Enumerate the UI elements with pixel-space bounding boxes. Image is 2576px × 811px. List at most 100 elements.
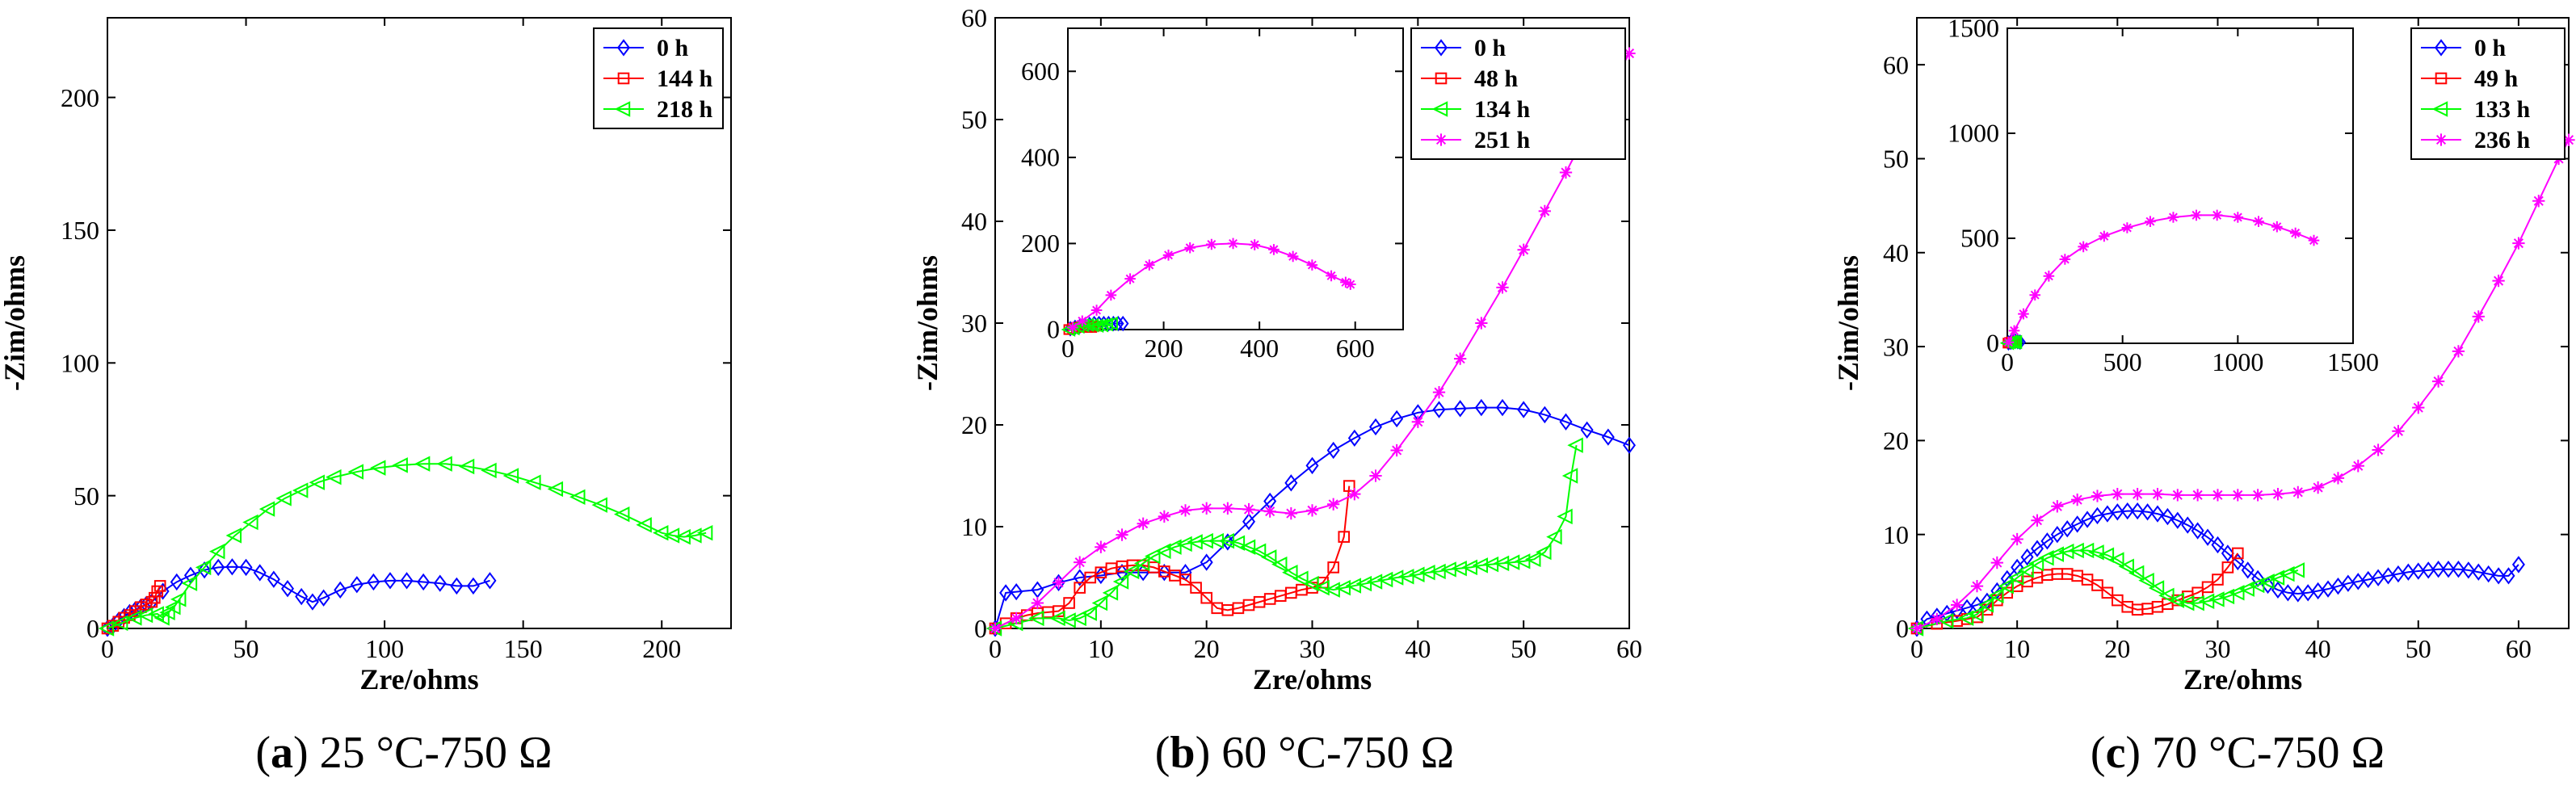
panel-b-data-point: [1338, 531, 1351, 543]
panel-a-data-point: [242, 514, 258, 531]
panel-b-data-point: [1200, 502, 1213, 515]
panel-a-data-point: [212, 558, 225, 577]
panel-c-inset-axes: 0 500 1000 1500 0 500 1000 1500: [1948, 14, 2379, 377]
panel-a-data-point: [195, 559, 212, 576]
panel-b-data-point: [1155, 543, 1171, 559]
panel-a-xtick-label: 50: [233, 634, 259, 663]
panel-c-inset-data-point: [2121, 222, 2133, 233]
panel-b-data-point: [1158, 510, 1170, 523]
panel-b-data-point: [1010, 611, 1023, 625]
panel-c-data-point: [2100, 505, 2114, 523]
panel-b-data-point: [1116, 564, 1128, 582]
panel-b-data-point: [1239, 539, 1256, 555]
panel-a-data-point: [652, 524, 669, 541]
panel-b-xtick-label: 0: [989, 634, 1002, 663]
panel-b-legend-label: 251 h: [1474, 127, 1531, 153]
panel-c-legend-marker: [2435, 39, 2448, 57]
panel-a-data-point: [98, 620, 115, 637]
panel-c-caption: (c) 70 °C-750 Ω: [2091, 728, 2385, 778]
panel-b-inset-data-point: [1344, 279, 1356, 290]
panel-c-inset-data-point: [2002, 336, 2015, 348]
panel-c-inset-xtick-label: 1000: [2212, 347, 2263, 376]
panel-a-data-point: [392, 457, 408, 473]
panel-a-data-point: [267, 570, 280, 588]
panel-b-data-point: [1229, 535, 1246, 551]
panel-c-data-point: [2218, 588, 2235, 605]
panel-b-inset-data-point: [1326, 270, 1337, 282]
panel-c-data-point: [1951, 599, 1964, 611]
panel-c-caption-text: 70 °C-750 Ω: [2141, 728, 2385, 778]
panel-a-series-2: [98, 456, 713, 637]
panel-b-ylabel: -Zim/ohms: [911, 255, 943, 391]
panel-c-inset-frame: [2007, 27, 2354, 344]
panel-c-inset-xtick-label: 1500: [2327, 347, 2379, 376]
panel-b-data-point: [1559, 166, 1573, 179]
panel-c-data-point: [2402, 563, 2415, 581]
panel-b-data-point: [1348, 488, 1361, 501]
panel-b-data-point: [1475, 317, 1488, 330]
panel-c-xtick-label: 30: [2204, 634, 2230, 663]
panel-c-data-point: [2131, 488, 2144, 501]
panel-a-caption-letter: a: [271, 728, 293, 778]
panel-c-ytick-label: 10: [1883, 520, 1909, 549]
panel-b-caption-text: 60 °C-750 Ω: [1210, 728, 1454, 778]
panel-c-data-point: [2452, 561, 2465, 578]
panel-a-data-point: [225, 527, 242, 544]
panel-c-inset-xtick-label: 500: [2103, 347, 2142, 376]
panel-b-ytick-label: 60: [961, 3, 987, 32]
panel-b-data-point: [1074, 582, 1086, 594]
panel-b-data-point: [1179, 574, 1191, 586]
panel-c-ylabel: -Zim/ohms: [1832, 255, 1864, 391]
panel-c-data-point: [2372, 569, 2385, 586]
panel-a-ytick-label: 0: [86, 614, 99, 643]
panel-b-inset-data-point: [1206, 238, 1217, 250]
panel-c-data-point: [2108, 552, 2124, 568]
panel-c-series-2: [1907, 542, 2305, 637]
panel-c-data-point: [2091, 579, 2103, 591]
panel-a-data-point: [317, 589, 330, 607]
panel-c-inset-data-point: [2271, 221, 2283, 233]
panel-c-data-point: [2070, 515, 2084, 533]
panel-a-data-point: [569, 489, 586, 506]
panel-b-data-point: [1343, 480, 1355, 492]
panel-c-data-point: [2281, 584, 2295, 602]
panel-b-data-point: [1102, 585, 1119, 601]
panel-a-data-point: [481, 462, 497, 479]
panel-c-data-point: [2412, 401, 2425, 414]
panel-c-data-point: [2101, 586, 2114, 599]
panel-c-data-point: [2241, 561, 2255, 579]
panel-c-data-point: [2431, 375, 2445, 388]
panel-c-xtick-label: 20: [2104, 634, 2130, 663]
panel-c-series-line: [1916, 553, 2239, 629]
panel-c-inset-data-point: [2167, 212, 2179, 223]
panel-b-legend-marker: [1435, 133, 1448, 146]
panel-c-legend-marker: [2435, 133, 2448, 146]
panel-c-legend-marker: [2431, 101, 2448, 117]
panel-b-data-point: [1432, 386, 1446, 399]
panel-a-xtick-label: 100: [365, 634, 404, 663]
panel-b-data-point: [1432, 401, 1446, 418]
panel-c-data-point: [2361, 570, 2375, 589]
panel-a-data-point: [209, 543, 225, 560]
panel-c-data-point: [2472, 310, 2485, 323]
panel-b-legend-marker: [1431, 101, 1448, 117]
panel-b-data-point: [1538, 406, 1552, 424]
panel-a-data-point: [613, 506, 630, 523]
panel-a-ytick-label: 200: [61, 83, 99, 112]
panel-b-legend-marker: [1435, 39, 1448, 57]
panel-b-data-point: [1070, 610, 1086, 627]
panel-b-data-point: [1453, 400, 1467, 418]
panel-c-xtick-label: 60: [2506, 634, 2532, 663]
panel-b-data-point: [1116, 528, 1128, 541]
panel-c-ytick-label: 40: [1883, 238, 1909, 267]
panel-c-data-point: [1968, 606, 1984, 623]
panel-b-ytick-label: 20: [961, 410, 987, 439]
panel-a-ytick-label: 150: [61, 216, 99, 245]
panel-c-series-line: [1916, 139, 2570, 629]
panel-a-data-point: [483, 572, 497, 590]
panel-c-data-point: [2111, 503, 2124, 521]
panel-b-data-point: [1496, 398, 1509, 417]
panel-c-data-point: [2120, 502, 2134, 520]
panel-b-inset-data-point: [1162, 250, 1175, 261]
panel-a-xtick-label: 0: [101, 634, 114, 663]
